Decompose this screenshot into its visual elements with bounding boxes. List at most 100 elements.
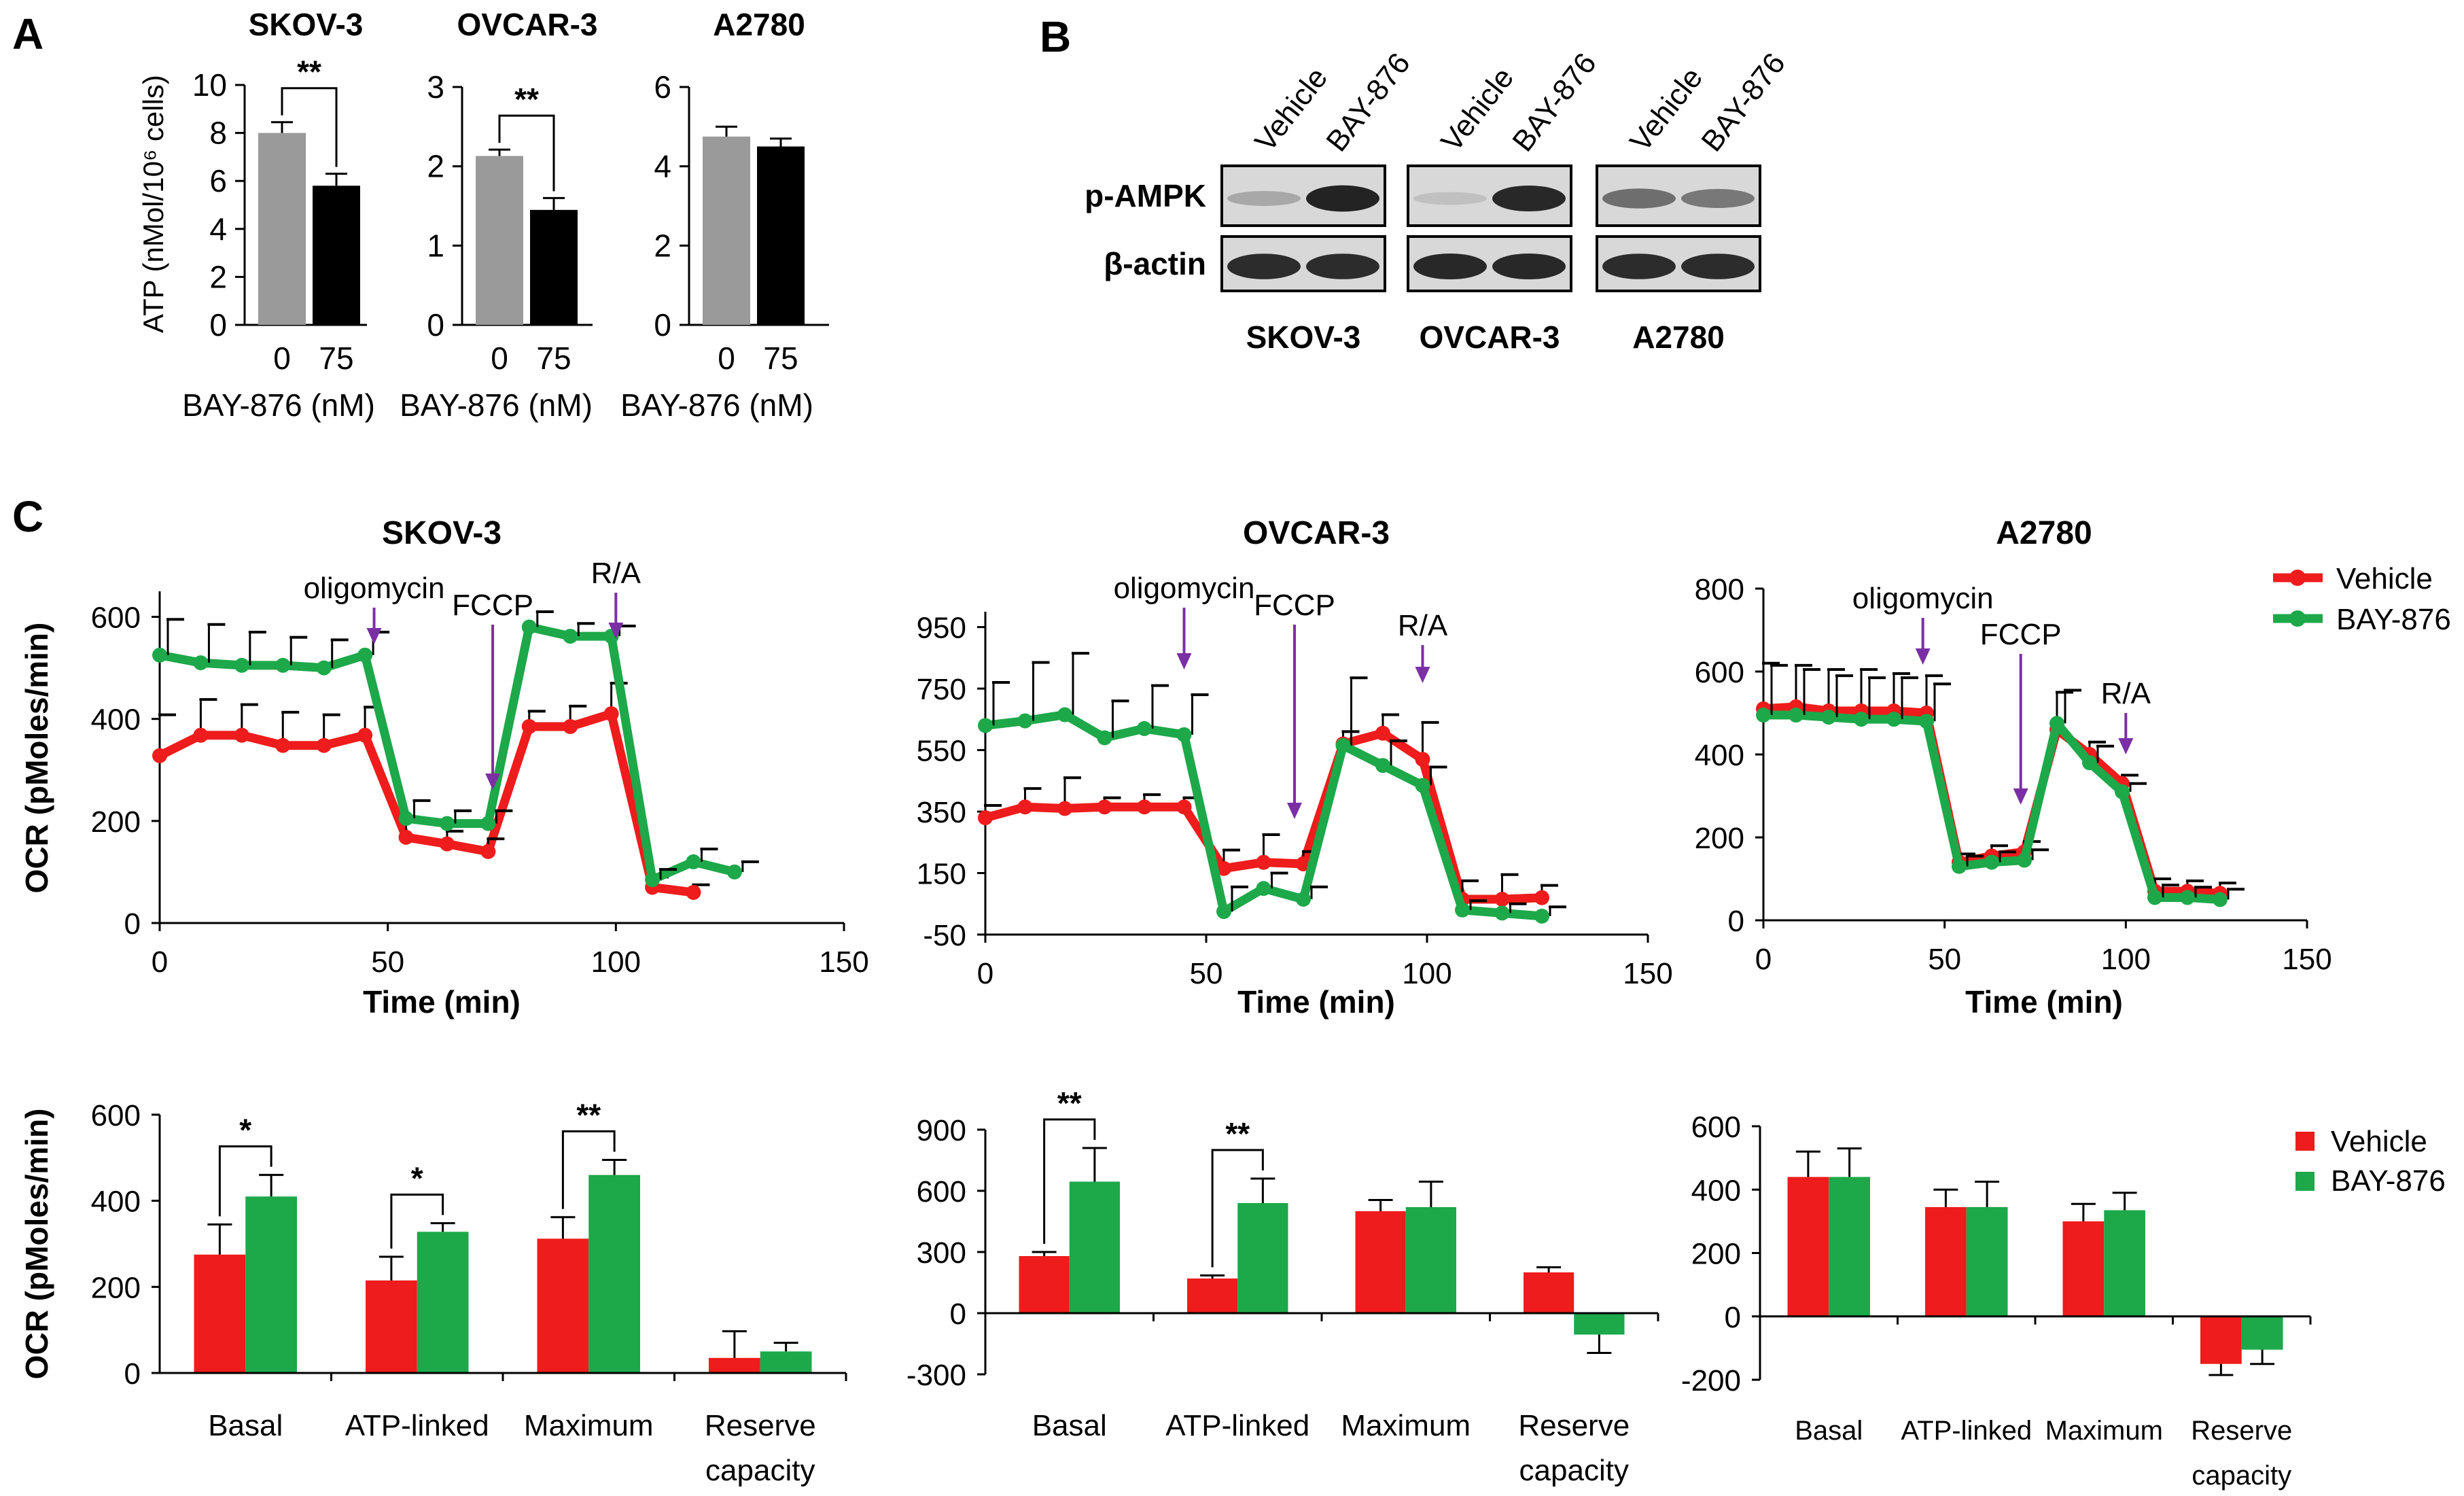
blot-cell-line-label: OVCAR-3: [1419, 319, 1560, 355]
x-axis-label: BAY-876 (nM): [620, 387, 813, 423]
significance-label: **: [576, 1098, 601, 1133]
x-tick-label: 0: [718, 341, 735, 376]
data-point: [1296, 891, 1311, 907]
y-tick-label: 0: [950, 1298, 966, 1331]
data-point: [1854, 712, 1869, 727]
significance-label: **: [1225, 1116, 1250, 1151]
y-tick-label: 2: [427, 149, 444, 184]
data-point: [2115, 784, 2130, 799]
category-label: Basal: [1795, 1416, 1863, 1446]
bar-BAY-876: [1069, 1181, 1120, 1313]
y-tick-label: 950: [917, 612, 966, 645]
param-chart-2: -200 0 200 400 600 Basal ATP-linked Maximum Rese…: [1681, 1111, 2312, 1491]
data-point: [1375, 758, 1390, 773]
ocr-parameter-charts: 0 200 400 600 Basal ATP-linked Maximum Reserve c…: [19, 1085, 2312, 1491]
y-tick-label: 2: [209, 259, 227, 294]
blot-band: [1306, 254, 1379, 279]
y-axis-label: ATP (nMol/10⁶ cells): [137, 75, 169, 333]
bar-Vehicle: [2062, 1221, 2105, 1317]
y-tick-label: 200: [91, 1271, 141, 1304]
category-label: Reserve: [1518, 1409, 1630, 1442]
y-tick-label: 2: [654, 228, 671, 263]
y-tick-label: 1: [427, 228, 444, 263]
category-label: Reserve: [705, 1409, 816, 1442]
blot-row-label: p-AMPK: [1085, 178, 1206, 213]
y-tick-label: 0: [124, 907, 141, 941]
y-tick-label: 400: [91, 1185, 141, 1219]
injection-arrowhead: [1176, 653, 1192, 669]
y-tick-label: 0: [1728, 905, 1744, 938]
blot-band: [1602, 188, 1676, 209]
data-point: [275, 737, 291, 753]
data-point: [2017, 852, 2032, 868]
x-tick-label: 50: [1190, 957, 1223, 990]
bar-BAY-876: [1237, 1203, 1288, 1313]
data-point: [1415, 752, 1430, 767]
y-tick-label: -300: [907, 1359, 966, 1392]
x-tick-label: 75: [763, 341, 798, 376]
legend-line-bay-marker: [2289, 610, 2306, 627]
x-tick-label: 0: [152, 945, 168, 979]
category-label: capacity: [2192, 1461, 2291, 1491]
x-tick-label: 100: [2101, 943, 2151, 976]
panel-label-a: A: [12, 10, 43, 58]
y-tick-label: 300: [917, 1236, 966, 1270]
legend-line-vehicle-marker: [2289, 570, 2306, 586]
y-tick-label: -200: [1681, 1364, 1741, 1397]
data-point: [521, 619, 537, 635]
category-label: Basal: [1032, 1409, 1107, 1442]
y-tick-label: 350: [917, 796, 966, 829]
data-point: [978, 718, 993, 733]
blot-frame: [1407, 235, 1572, 292]
y-tick-label: 600: [1691, 1111, 1741, 1144]
series-Vehicle: [978, 713, 1558, 907]
significance-label: *: [411, 1161, 423, 1196]
data-point: [686, 884, 701, 900]
legend-bar-bay-label: BAY-876: [2331, 1164, 2446, 1198]
ocr-chart-OVCAR-3: -50 150 350 550 750 950 0 50 100 150 Time (min) OVC…: [917, 515, 1673, 1020]
x-axis-label: Time (min): [1237, 984, 1395, 1020]
data-point: [603, 706, 619, 722]
y-tick-label: 900: [917, 1114, 966, 1147]
y-tick-label: 600: [91, 1099, 141, 1132]
blot-band: [1681, 254, 1755, 279]
category-label: Basal: [208, 1409, 283, 1442]
data-point: [439, 816, 455, 831]
category-label: Maximum: [524, 1409, 654, 1442]
atp-chart-1: 0 1 2 3 0 75 OVCAR-3 BAY-876 (nM) **: [400, 7, 597, 423]
data-point: [978, 810, 993, 826]
injection-label: oligomycin: [1852, 582, 1994, 615]
blot-frame: [1220, 164, 1386, 227]
panel-label-c: C: [12, 492, 43, 541]
x-tick-label: 0: [1755, 943, 1772, 976]
chart-title: OVCAR-3: [1243, 515, 1390, 551]
blot-band: [1413, 253, 1487, 280]
bar-BAY-876: [245, 1196, 297, 1373]
data-point: [1176, 799, 1192, 815]
legend-bar-bay-swatch: [2295, 1172, 2315, 1191]
y-tick-label: 4: [209, 211, 227, 247]
y-tick-label: 0: [427, 307, 444, 343]
data-point: [563, 629, 578, 644]
y-tick-label: 150: [917, 858, 966, 891]
significance-bracket: [498, 114, 555, 192]
bar-Vehicle: [194, 1254, 246, 1373]
injection-arrowhead: [608, 623, 624, 639]
lane-label: Vehicle: [1435, 61, 1520, 158]
injection-arrowhead: [2013, 788, 2028, 805]
y-tick-label: 750: [917, 673, 966, 706]
y-tick-label: 200: [1691, 1238, 1741, 1271]
y-tick-label: 8: [209, 116, 227, 151]
y-tick-label: 3: [427, 69, 444, 105]
data-point: [234, 727, 249, 743]
lane-label: Vehicle: [1248, 61, 1334, 158]
data-point: [152, 647, 167, 663]
x-axis-label: Time (min): [363, 984, 521, 1020]
data-point: [357, 647, 373, 663]
x-tick-label: 150: [2282, 943, 2331, 976]
x-tick-label: 0: [273, 341, 291, 376]
data-point: [357, 727, 373, 743]
ocr-chart-A2780: 0 200 400 600 800 0 50 100 150 Time (min) A2780oli…: [1695, 515, 2332, 1020]
significance-bracket: [390, 1194, 444, 1249]
